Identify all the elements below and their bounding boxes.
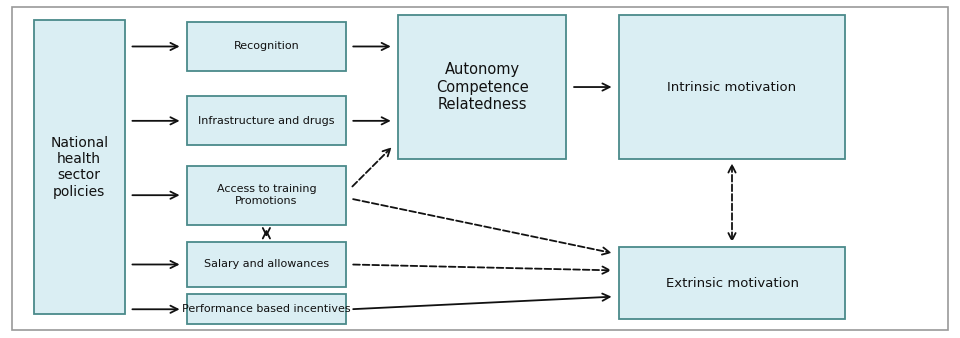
- Text: Performance based incentives: Performance based incentives: [182, 304, 350, 314]
- Text: Salary and allowances: Salary and allowances: [204, 260, 329, 269]
- Text: National
health
sector
policies: National health sector policies: [50, 136, 108, 199]
- Text: Intrinsic motivation: Intrinsic motivation: [667, 80, 797, 94]
- Text: Extrinsic motivation: Extrinsic motivation: [665, 276, 799, 290]
- FancyBboxPatch shape: [398, 15, 566, 159]
- FancyBboxPatch shape: [619, 247, 845, 319]
- FancyBboxPatch shape: [12, 7, 948, 330]
- FancyBboxPatch shape: [187, 96, 346, 145]
- FancyBboxPatch shape: [187, 242, 346, 287]
- FancyBboxPatch shape: [619, 15, 845, 159]
- Text: Access to training
Promotions: Access to training Promotions: [217, 185, 316, 206]
- FancyBboxPatch shape: [187, 294, 346, 324]
- FancyBboxPatch shape: [34, 20, 125, 314]
- FancyBboxPatch shape: [187, 166, 346, 225]
- Text: Infrastructure and drugs: Infrastructure and drugs: [198, 116, 335, 126]
- FancyBboxPatch shape: [187, 22, 346, 71]
- Text: Recognition: Recognition: [233, 42, 300, 51]
- Text: Autonomy
Competence
Relatedness: Autonomy Competence Relatedness: [436, 62, 529, 112]
